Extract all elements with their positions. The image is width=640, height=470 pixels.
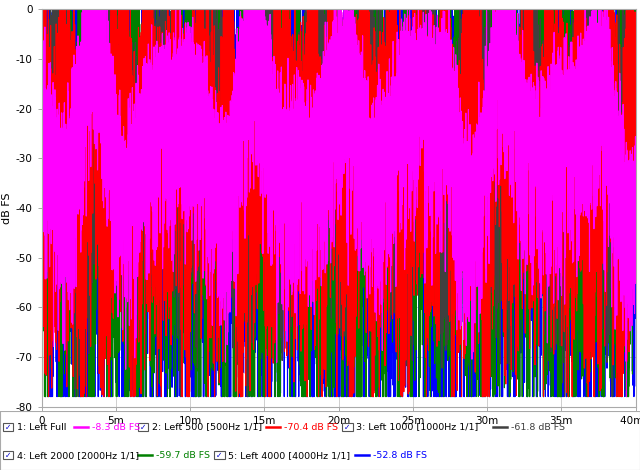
Bar: [3, 423, 13, 431]
Text: 1: Left Full: 1: Left Full: [17, 423, 67, 431]
Y-axis label: dB FS: dB FS: [1, 192, 12, 224]
Text: 3: Left 1000 [1000Hz 1/1]: 3: Left 1000 [1000Hz 1/1]: [356, 423, 479, 431]
Text: -59.7 dB FS: -59.7 dB FS: [156, 451, 209, 460]
Text: 2: Left 500 [500Hz 1/1]: 2: Left 500 [500Hz 1/1]: [152, 423, 262, 431]
Bar: [3, 452, 13, 459]
Text: ✓: ✓: [5, 423, 12, 431]
Text: 5: Left 4000 [4000Hz 1/1]: 5: Left 4000 [4000Hz 1/1]: [228, 451, 351, 460]
Text: -8.3 dB FS: -8.3 dB FS: [92, 423, 140, 431]
Text: ✓: ✓: [344, 423, 351, 431]
Text: -52.8 dB FS: -52.8 dB FS: [373, 451, 427, 460]
Bar: [342, 423, 353, 431]
Text: 4: Left 2000 [2000Hz 1/1]: 4: Left 2000 [2000Hz 1/1]: [17, 451, 140, 460]
Text: ✓: ✓: [140, 423, 146, 431]
Text: ✓: ✓: [216, 451, 223, 460]
Text: -70.4 dB FS: -70.4 dB FS: [284, 423, 337, 431]
Text: -61.8 dB FS: -61.8 dB FS: [511, 423, 564, 431]
Bar: [138, 423, 148, 431]
Text: ✓: ✓: [5, 451, 12, 460]
Bar: [214, 452, 225, 459]
